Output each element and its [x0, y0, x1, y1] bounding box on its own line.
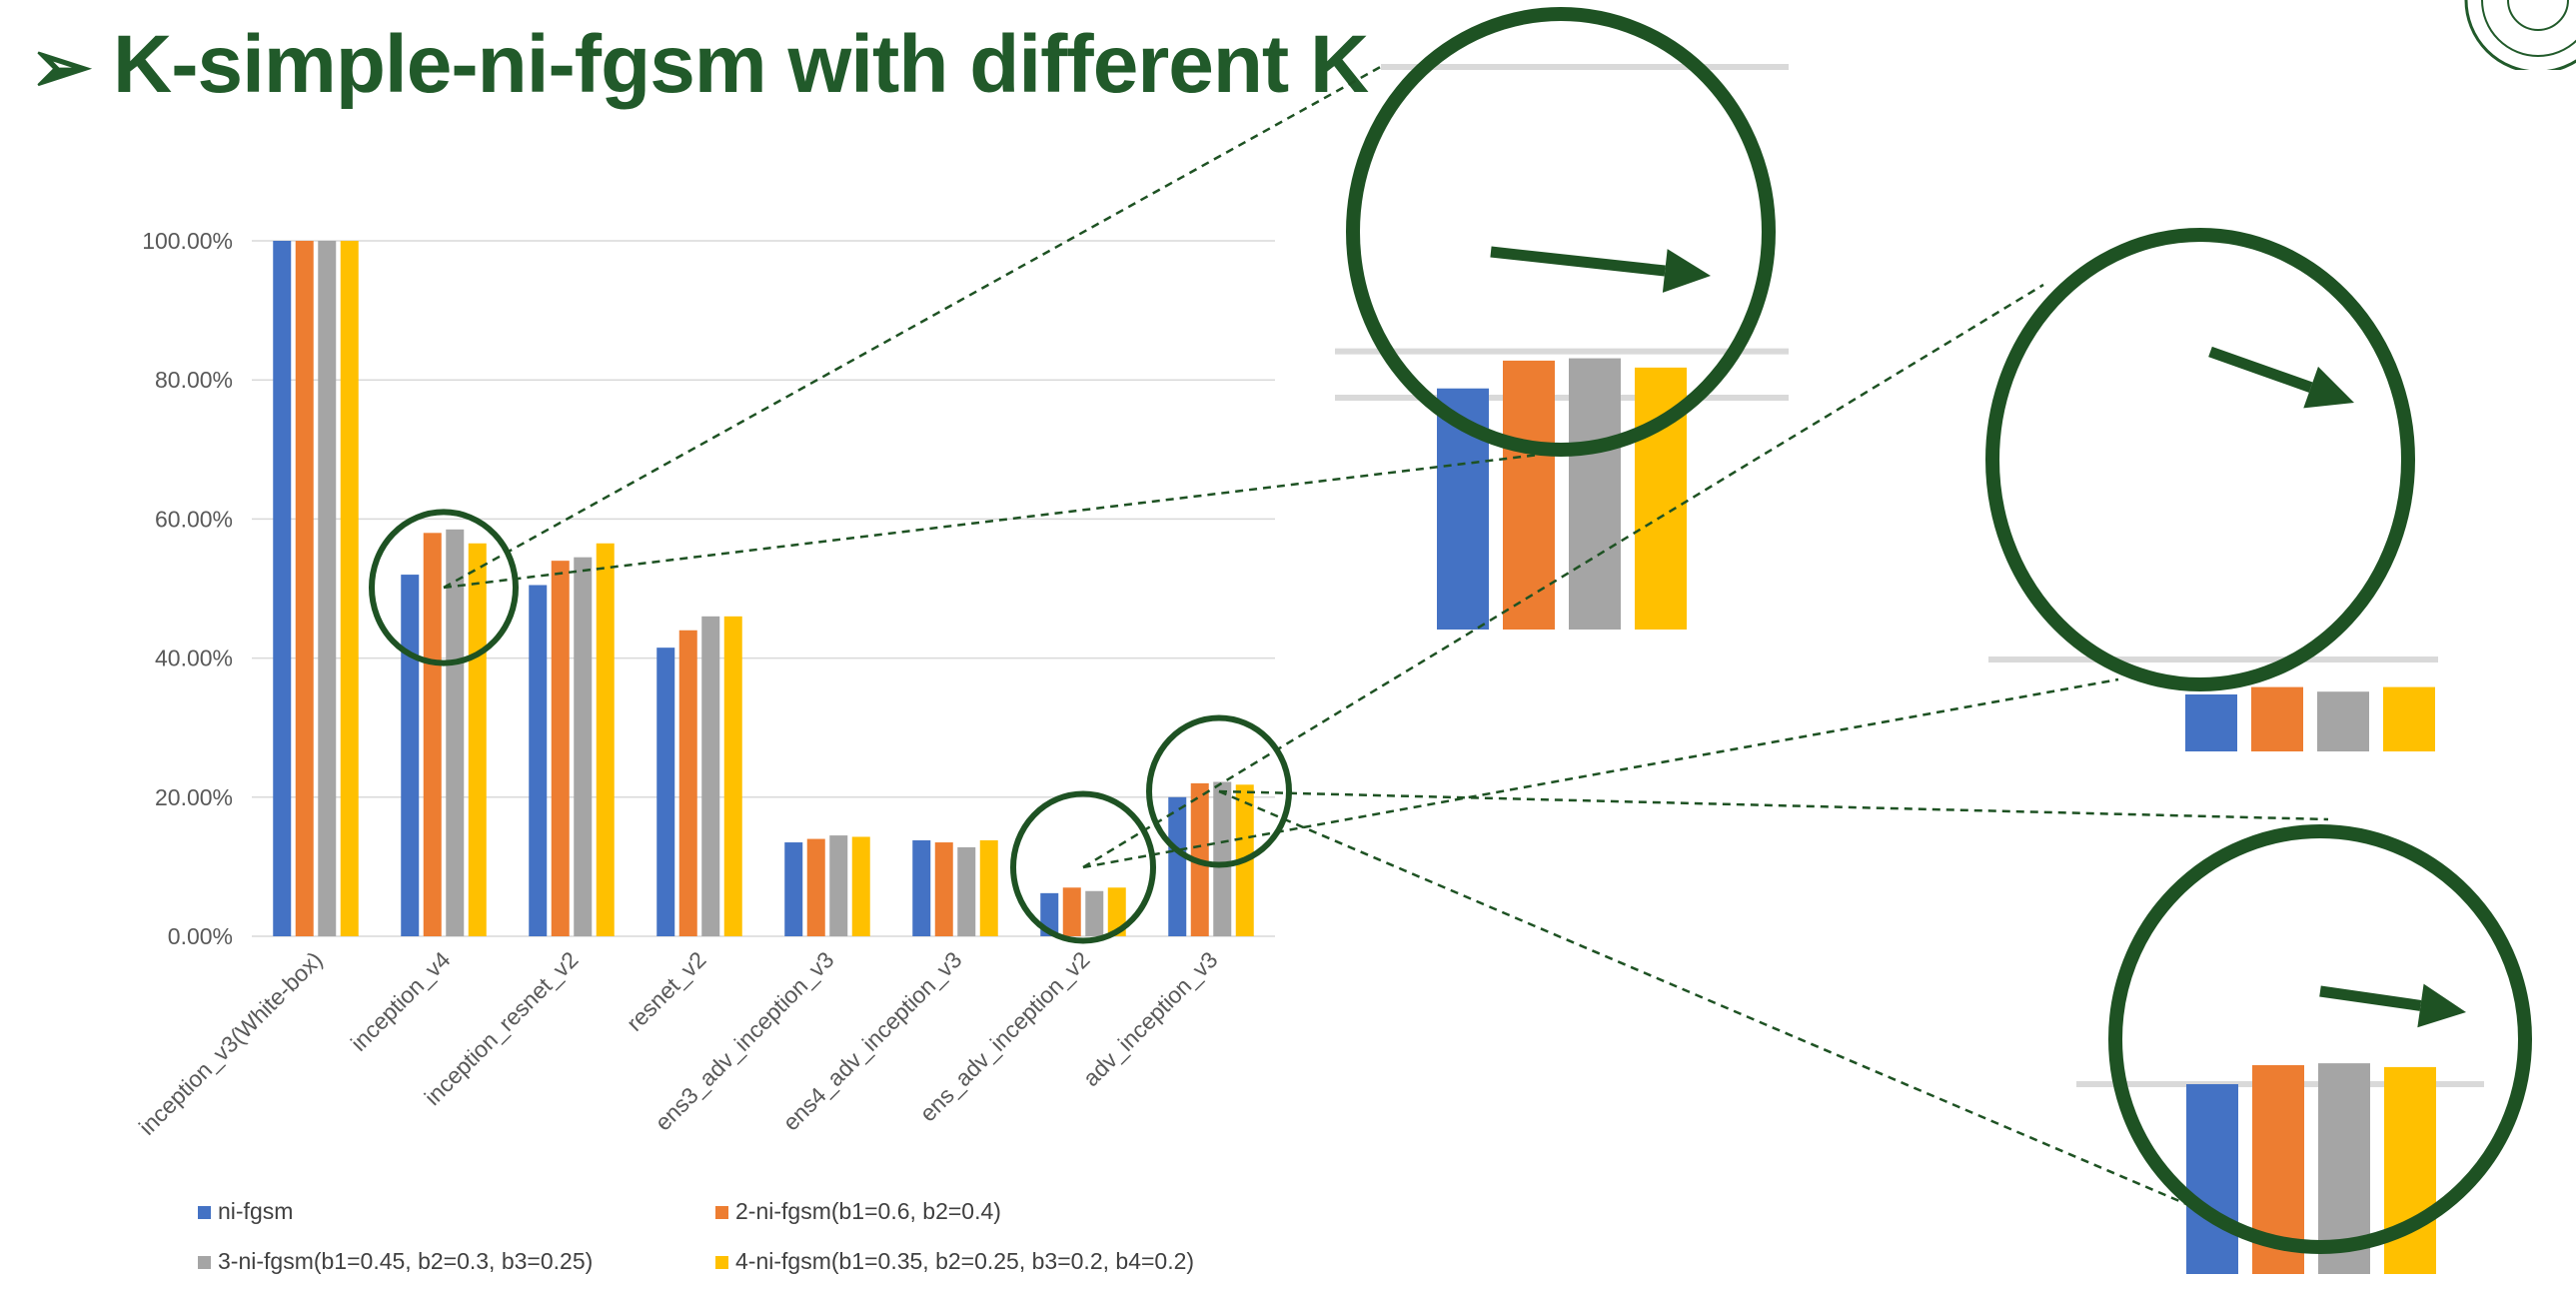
bar	[273, 241, 292, 936]
dashed-connector	[1218, 789, 2234, 1226]
x-axis-category-labels: inception_v3(White-box) inception_v4incep…	[134, 946, 1223, 1140]
zoom-bar	[2186, 1084, 2238, 1274]
bar	[656, 648, 675, 936]
zoom-bar	[1569, 358, 1621, 630]
legend-swatch	[715, 1206, 728, 1219]
zoom-circle	[1985, 228, 2415, 691]
bar	[468, 543, 487, 936]
callout-circle	[1010, 790, 1156, 944]
bar	[851, 836, 870, 936]
dashed-connector	[443, 63, 1385, 590]
bar	[934, 842, 953, 936]
zoom-bar	[2251, 686, 2303, 751]
callout-circle	[369, 509, 519, 666]
bar	[446, 529, 465, 936]
bar	[318, 241, 337, 936]
x-tick-label: inception_v4	[346, 946, 456, 1056]
x-tick-label: inception_v3(White-box)	[134, 946, 328, 1140]
legend-swatch	[715, 1256, 728, 1269]
x-tick-label: adv_inception_v3	[1078, 946, 1223, 1091]
y-tick-label: 100.00%	[142, 228, 233, 254]
y-tick-label: 60.00%	[155, 506, 233, 532]
bar	[401, 575, 420, 936]
bar	[340, 241, 359, 936]
callout-circle	[1146, 714, 1292, 868]
trend-arrow-icon	[2417, 983, 2466, 1028]
bar	[1062, 887, 1081, 936]
legend-swatch	[198, 1206, 211, 1219]
x-tick-label: resnet_v2	[622, 946, 711, 1036]
zoom-insets	[1335, 64, 2484, 1274]
bar	[529, 585, 548, 936]
trend-arrow-shaft	[2319, 985, 2422, 1011]
bar	[723, 616, 742, 936]
chart-bars	[273, 241, 1254, 936]
bar	[829, 835, 848, 936]
bar	[806, 838, 825, 936]
legend-label: ni-fgsm	[218, 1198, 293, 1224]
y-tick-label: 40.00%	[155, 646, 233, 671]
zoom-circle	[2108, 824, 2532, 1254]
legend-label: 3-ni-fgsm(b1=0.45, b2=0.3, b3=0.25)	[218, 1248, 593, 1274]
slide-title: ➢ K-simple-ni-fgsm with different K	[30, 18, 1369, 112]
bar	[701, 616, 720, 936]
bar	[784, 842, 803, 936]
callout-annotations	[369, 7, 2532, 1254]
dashed-connector	[1218, 789, 2329, 821]
trend-arrow-icon	[1662, 249, 1711, 293]
y-tick-label: 0.00%	[168, 923, 233, 949]
zoom-bar	[2185, 693, 2237, 751]
bullet-arrow-icon: ➢	[30, 25, 92, 108]
trend-arrow-shaft	[1490, 246, 1666, 277]
slide-title-text: K-simple-ni-fgsm with different K	[113, 19, 1369, 110]
dashed-connector	[443, 453, 1540, 590]
legend-label: 4-ni-fgsm(b1=0.35, b2=0.25, b3=0.2, b4=0…	[735, 1248, 1194, 1274]
bar	[1168, 796, 1187, 936]
zoom-bar	[2383, 686, 2435, 751]
legend-label: 2-ni-fgsm(b1=0.6, b2=0.4)	[735, 1198, 1001, 1224]
legend-swatch	[198, 1256, 211, 1269]
bar	[957, 846, 976, 936]
bar	[574, 557, 593, 936]
y-tick-label: 80.00%	[155, 367, 233, 393]
bar	[551, 561, 570, 936]
chart-legend: ni-fgsm 2-ni-fgsm(b1=0.6, b2=0.4) 3-ni-fgs…	[198, 1198, 1194, 1274]
bar	[912, 839, 931, 936]
bar	[678, 630, 697, 936]
dashed-connector	[1082, 283, 2044, 869]
university-seal-logo	[2464, 0, 2576, 70]
zoom-bar	[2384, 1066, 2436, 1274]
y-axis-tick-labels: 0.00% 20.00% 40.00% 60.00% 80.00% 100.00%	[142, 228, 233, 949]
bar	[1085, 890, 1104, 936]
bar	[596, 543, 615, 936]
zoom-bar	[1503, 360, 1555, 630]
dashed-connector	[1082, 677, 2119, 869]
bar	[295, 241, 314, 936]
zoom-bar	[2317, 691, 2369, 751]
bar	[1213, 781, 1232, 936]
bar	[423, 533, 442, 936]
y-tick-label: 20.00%	[155, 784, 233, 810]
bar	[1107, 887, 1126, 936]
zoom-circle	[1346, 7, 1776, 457]
bar	[979, 839, 998, 936]
trend-arrow-shaft	[2208, 346, 2313, 393]
trend-arrow-icon	[2303, 366, 2354, 409]
